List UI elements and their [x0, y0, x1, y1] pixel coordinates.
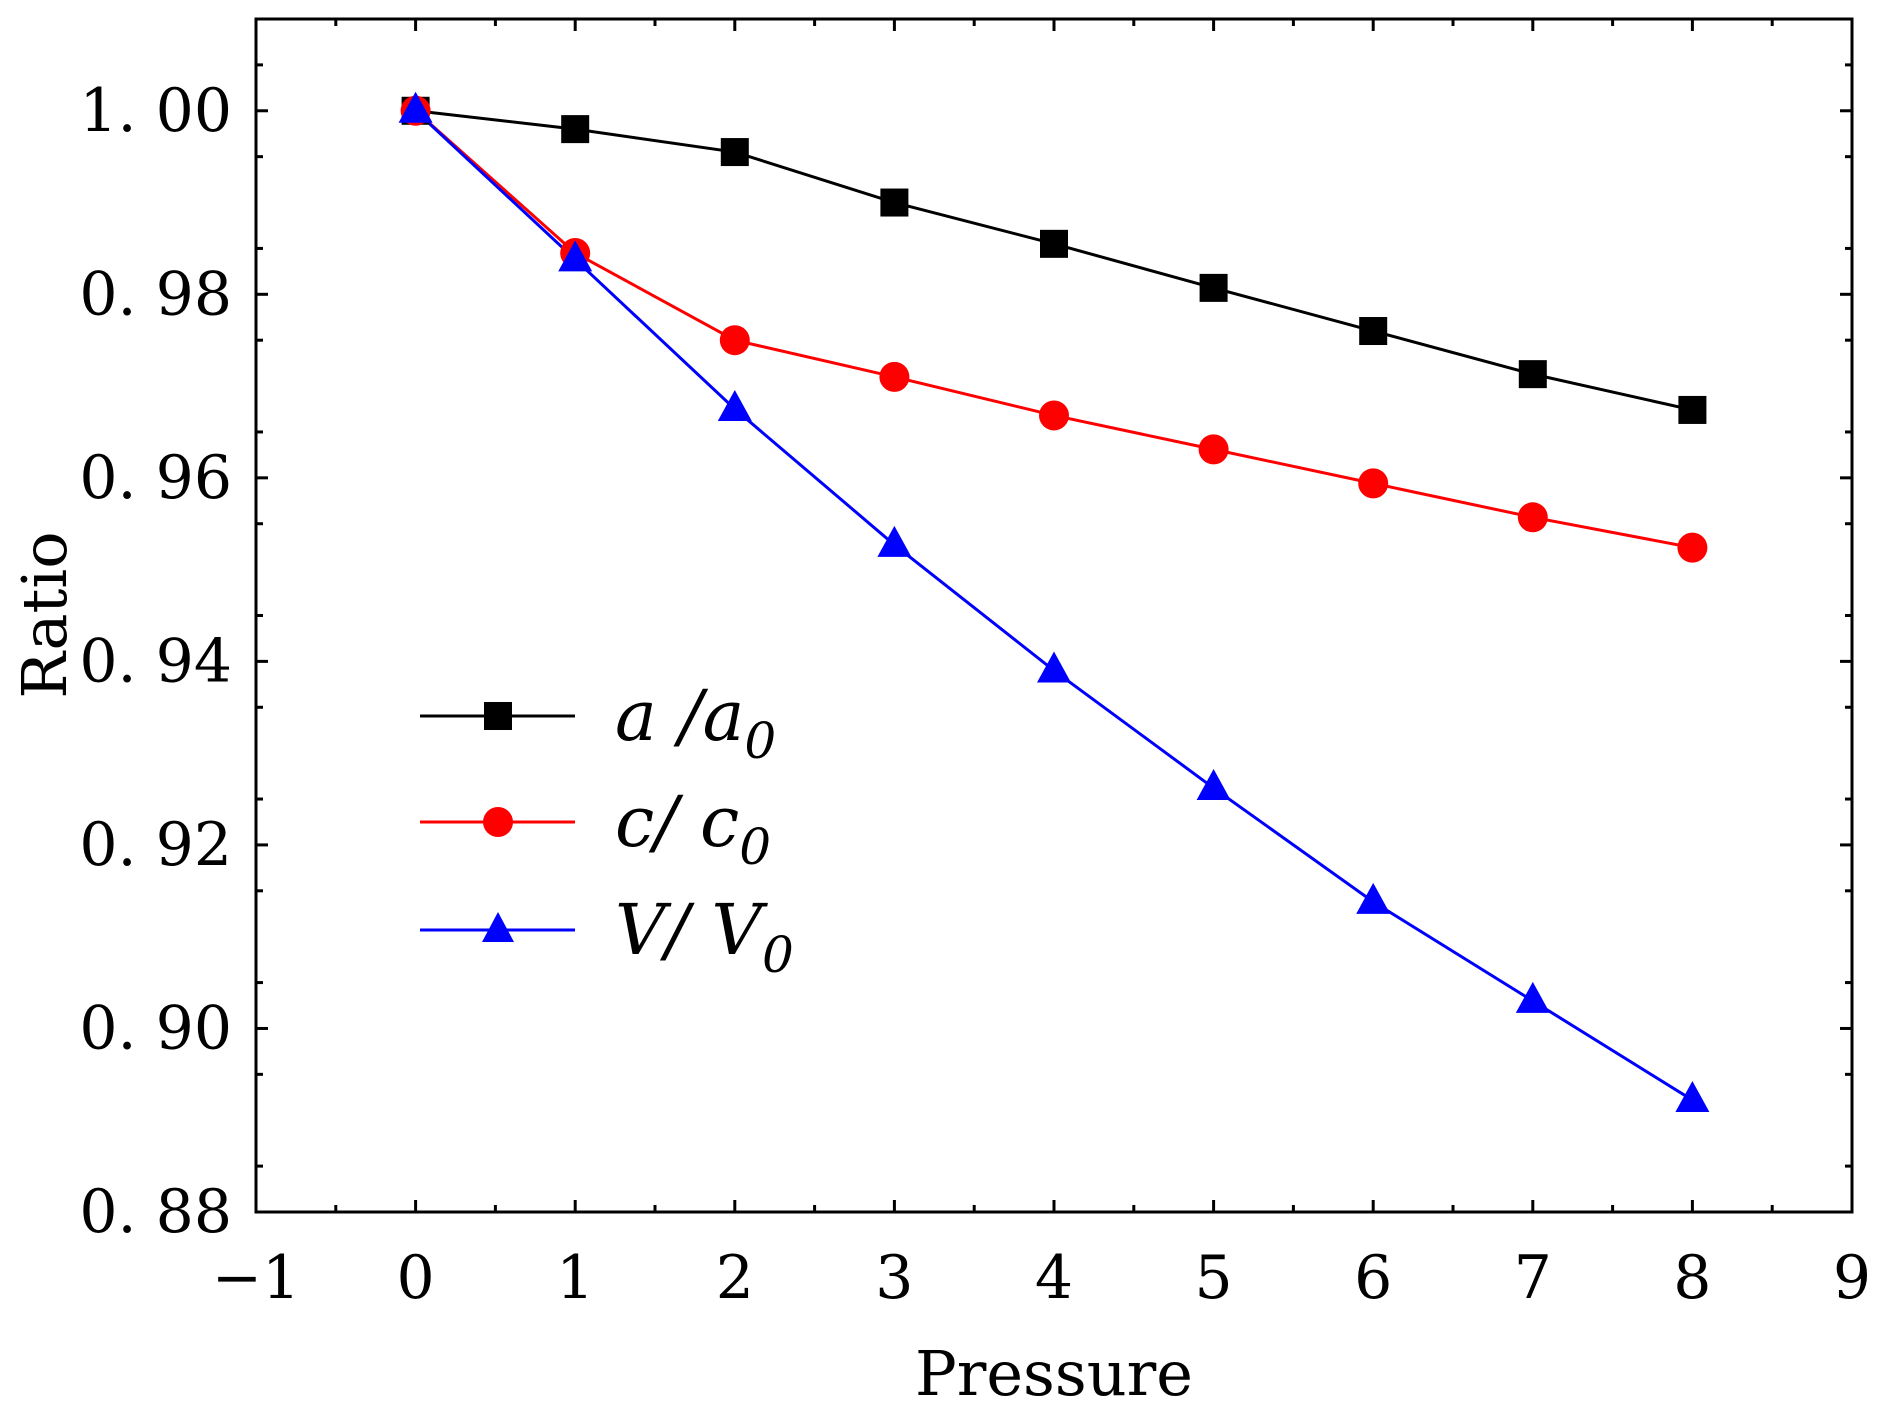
- y-tick-label: 0. 92: [79, 810, 232, 880]
- legend-marker-square: [484, 702, 512, 730]
- y-axis-label: Ratio: [8, 531, 81, 698]
- x-tick-label: 2: [716, 1243, 754, 1313]
- y-tick-label: 0. 88: [79, 1177, 232, 1247]
- x-tick-label: 6: [1354, 1243, 1392, 1313]
- legend-label-a: a /a0: [615, 675, 776, 770]
- legend-label-a-sub: 0: [744, 712, 776, 770]
- data-point-circle: [719, 325, 750, 356]
- data-point-triangle: [717, 390, 752, 422]
- legend-label-v-sub: 0: [762, 926, 794, 984]
- series-layer: [398, 91, 1710, 1113]
- y-tick-label: 1. 00: [79, 76, 232, 146]
- series-line-1: [414, 109, 1693, 550]
- data-point-triangle: [1515, 981, 1550, 1013]
- x-tick-label: 7: [1514, 1243, 1552, 1313]
- data-point-square: [561, 115, 590, 144]
- plot-frame: [254, 17, 1854, 1214]
- x-tick-label: 0: [397, 1243, 435, 1313]
- data-point-circle: [1198, 434, 1229, 465]
- y-tick-label: 0. 96: [79, 443, 232, 513]
- data-point-circle: [1039, 400, 1069, 431]
- data-point-square: [1678, 395, 1707, 424]
- ticks-layer: −1 0 1 2 3 4 5 6 7 8 9 0. 88 0. 90 0. 92 0. 94 0. 96 0. …: [79, 19, 1871, 1313]
- data-point-circle: [1358, 468, 1389, 499]
- legend-marker-triangle: [482, 912, 514, 942]
- x-tick-label: 3: [875, 1243, 913, 1313]
- x-tick-label: 9: [1833, 1243, 1871, 1313]
- data-point-triangle: [1037, 651, 1071, 683]
- x-axis-label: Pressure: [915, 1337, 1193, 1410]
- legend-label-c-sub: 0: [739, 818, 771, 876]
- series-line-0: [415, 109, 1693, 412]
- legend-label-c: c/ c0: [615, 781, 771, 876]
- data-point-square: [1199, 273, 1228, 302]
- data-point-triangle: [1675, 1081, 1710, 1113]
- y-tick-label: 0. 98: [79, 259, 232, 329]
- data-point-square: [1040, 229, 1068, 258]
- data-point-circle: [1677, 532, 1708, 563]
- legend-marker-circle: [483, 807, 513, 837]
- legend-entry-a: a /a0: [420, 675, 776, 770]
- x-tick-label: 1: [556, 1243, 594, 1313]
- x-tick-label: −1: [212, 1243, 300, 1313]
- data-point-square: [880, 188, 909, 217]
- data-point-triangle: [558, 240, 593, 272]
- y-tick-label: 0. 90: [79, 993, 232, 1063]
- data-point-triangle: [1356, 882, 1391, 914]
- legend-label-v-main: V/ V: [615, 889, 768, 971]
- legend-label-a-main: a /a: [615, 675, 744, 757]
- x-tick-label: 5: [1195, 1243, 1233, 1313]
- data-point-circle: [1517, 502, 1548, 533]
- y-tick-label: 0. 94: [79, 626, 232, 696]
- x-tick-label: 8: [1673, 1243, 1711, 1313]
- data-point-square: [720, 138, 749, 167]
- data-point-square: [1518, 360, 1547, 389]
- data-point-square: [1359, 317, 1388, 346]
- legend-label-v: V/ V0: [615, 889, 794, 984]
- x-tick-label: 4: [1035, 1243, 1073, 1313]
- data-point-circle: [879, 361, 910, 392]
- legend-label-c-main: c/ c: [615, 781, 739, 863]
- data-point-triangle: [877, 525, 912, 557]
- legend-entry-c: c/ c0: [420, 781, 771, 876]
- legend-entry-v: V/ V0: [420, 889, 794, 984]
- data-point-triangle: [1196, 769, 1231, 801]
- series-line-2: [414, 109, 1694, 1102]
- data-point-triangle: [398, 91, 433, 123]
- legend: a /a0 c/ c0 V/ V0: [420, 675, 794, 984]
